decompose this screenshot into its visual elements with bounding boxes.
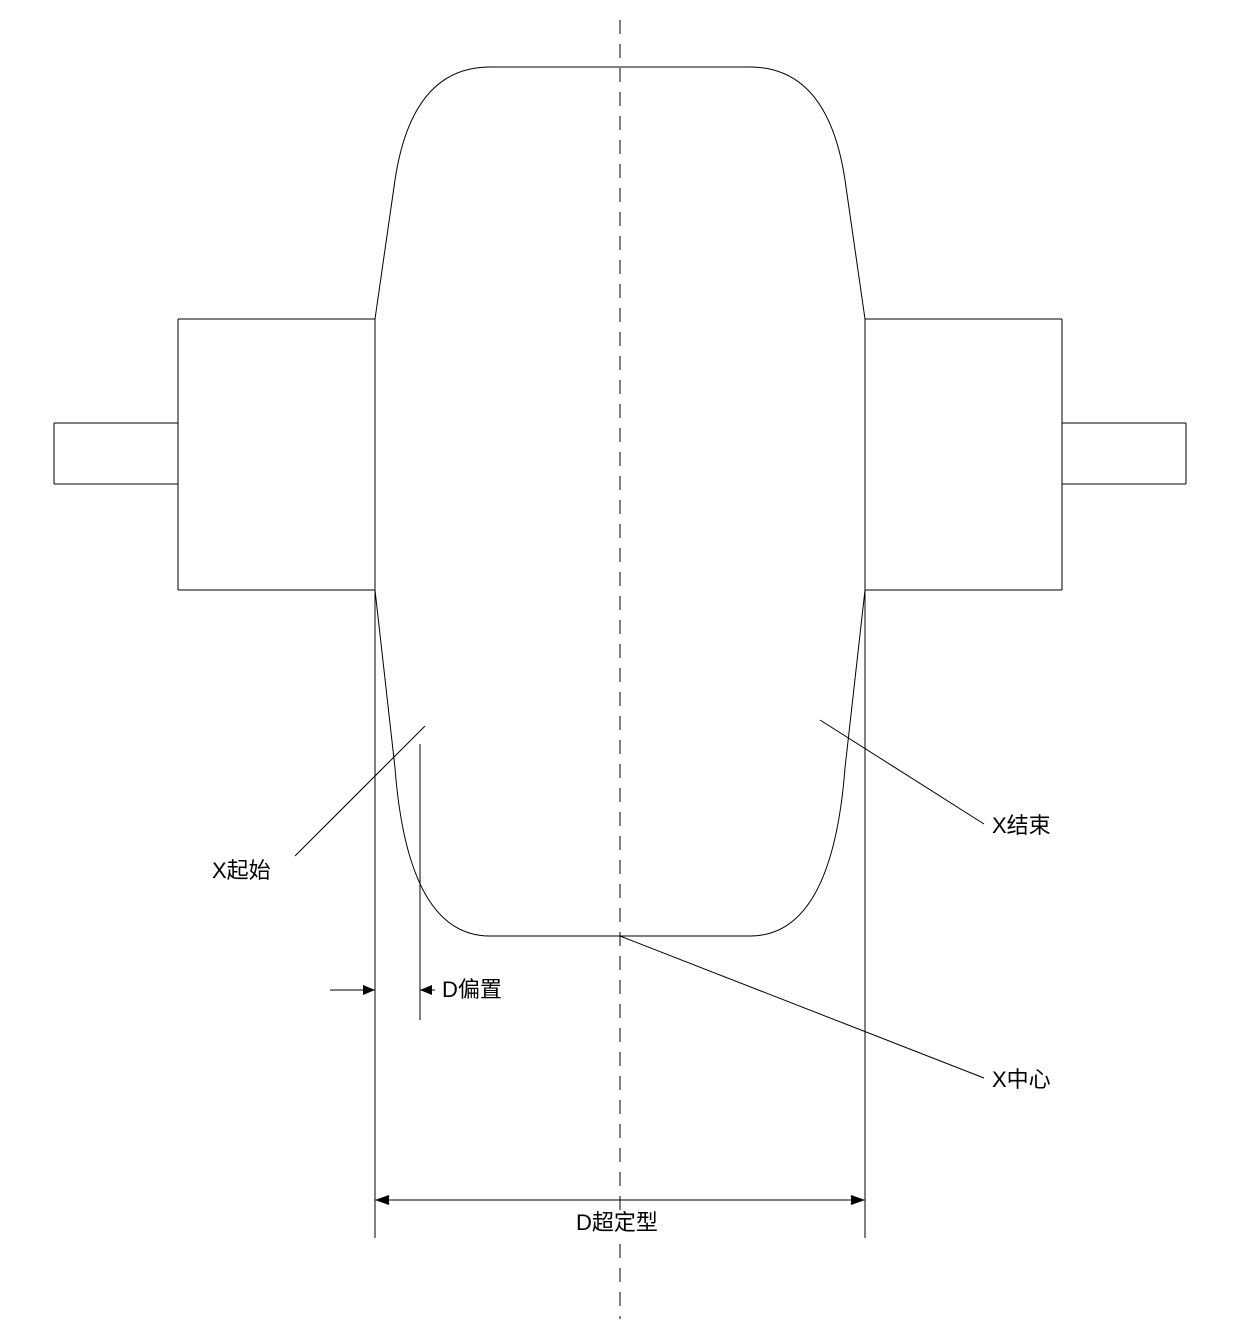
left-shaft-block [178, 319, 375, 590]
leader-x-start [295, 726, 425, 856]
dimension-d-offset: D偏置 [330, 977, 502, 1002]
label-x-start: X起始 [212, 858, 271, 883]
label-x-center: X中心 [992, 1067, 1051, 1092]
label-d-offset: D偏置 [442, 977, 502, 1002]
right-shaft-block [865, 319, 1062, 590]
right-shaft-stub [1062, 423, 1186, 484]
label-x-end: X结束 [992, 813, 1051, 838]
left-shaft-stub [54, 423, 178, 484]
label-d-super: D超定型 [576, 1210, 658, 1235]
leader-x-center [620, 936, 984, 1078]
engineering-diagram: X起始 X结束 X中心 D偏置 D超定型 [0, 0, 1240, 1339]
